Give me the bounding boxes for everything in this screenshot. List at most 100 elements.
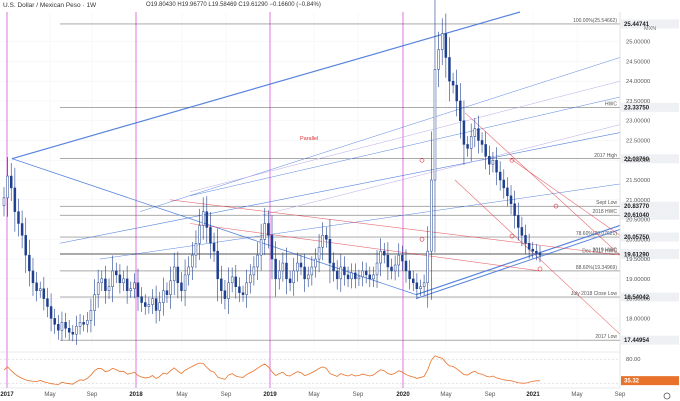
level-label-bg xyxy=(621,250,679,260)
candle-body xyxy=(339,266,343,280)
candle-body xyxy=(93,294,96,311)
candle-body xyxy=(361,270,364,278)
candle-body xyxy=(459,100,462,121)
x-tick-label: Sep xyxy=(87,392,98,398)
candle-body xyxy=(234,276,238,287)
candle-body xyxy=(151,298,154,305)
pivot-marker xyxy=(553,203,559,209)
candle-body xyxy=(328,239,332,264)
candle-body xyxy=(104,278,107,291)
candle-body xyxy=(310,266,314,276)
rsi-panel: 80.00 35.32 xyxy=(0,351,679,389)
candle-body xyxy=(100,278,104,284)
x-tick-label: 2019 xyxy=(263,392,277,398)
level-label: 22.03760 xyxy=(624,157,650,163)
candle-body xyxy=(158,302,161,311)
candle-body xyxy=(325,235,328,240)
candle-body xyxy=(306,274,310,280)
y-tick-label: 23.50000 xyxy=(626,99,650,105)
candle-body xyxy=(122,278,125,284)
candle-body xyxy=(386,254,390,268)
candle-body xyxy=(38,288,42,291)
candle-body xyxy=(75,326,78,335)
candle-body xyxy=(194,243,198,256)
pivot-marker xyxy=(419,237,425,242)
level-label: 25.44741 xyxy=(624,22,650,28)
candle-body xyxy=(241,292,245,295)
candle-body xyxy=(220,278,223,291)
candle-body xyxy=(6,175,9,199)
candle-body xyxy=(455,84,458,102)
y-tick-label: 24.00000 xyxy=(626,79,650,85)
candle-body xyxy=(383,250,386,256)
x-tick-label: May xyxy=(176,392,187,398)
candle-body xyxy=(335,270,339,280)
level-label: 20.05750 xyxy=(624,235,650,241)
x-tick-label: May xyxy=(308,392,319,398)
channel-line xyxy=(415,228,621,300)
candle-body xyxy=(538,252,542,256)
candle-body xyxy=(285,262,288,280)
candle-body xyxy=(451,80,455,86)
candle-body xyxy=(343,266,346,276)
candle-body xyxy=(393,264,397,272)
x-tick-label: Sep xyxy=(485,392,496,398)
candle-body xyxy=(24,235,27,256)
candle-body xyxy=(259,239,263,256)
candle-body xyxy=(176,266,180,284)
y-tick-label: 23.00000 xyxy=(626,119,650,125)
slope-line xyxy=(169,199,621,256)
candle-body xyxy=(368,274,372,280)
channel-line xyxy=(59,132,621,244)
candle-body xyxy=(209,227,212,244)
candle-body xyxy=(437,49,440,70)
level-note: 88.60%(19.34969) xyxy=(576,265,617,271)
candle-body xyxy=(321,235,324,248)
level-note: 2017 Low xyxy=(595,334,617,340)
level-note: HWC xyxy=(605,101,617,107)
slope-line xyxy=(189,223,541,272)
candle-body xyxy=(169,280,172,295)
candle-body xyxy=(205,211,209,228)
channel-line xyxy=(11,11,521,160)
horizontal-levels: 100.00%(25.54662) 25.44741 HWC 23.33750 2017… xyxy=(60,18,679,345)
level-note: July 2018 Close Low xyxy=(571,291,618,297)
x-tick-label: 2020 xyxy=(396,392,410,398)
candle-body xyxy=(187,266,190,276)
level-note: Sept Low xyxy=(596,200,617,206)
chart-symbol-title: U.S. Dollar / Mexican Peso · 1W xyxy=(3,2,97,9)
candle-body xyxy=(288,278,292,284)
candle-body xyxy=(502,179,506,189)
settings-gear-icon xyxy=(663,392,671,400)
candle-body xyxy=(49,306,53,319)
channel-line xyxy=(139,57,621,212)
candle-body xyxy=(466,144,469,149)
rsi-line xyxy=(3,355,540,386)
level-label-bg xyxy=(621,335,679,345)
candle-body xyxy=(491,159,495,165)
candle-body xyxy=(422,282,426,287)
slope-line xyxy=(464,112,621,256)
rsi-value-label: 35.32 xyxy=(624,379,640,385)
candle-body xyxy=(524,235,527,244)
candle-body xyxy=(212,243,216,252)
candle-body xyxy=(379,250,382,264)
y-tick-label: 21.50000 xyxy=(626,178,650,184)
candle-body xyxy=(111,270,114,287)
candle-body xyxy=(404,260,408,272)
candle-body xyxy=(28,254,31,272)
candle-body xyxy=(270,235,274,260)
candle-body xyxy=(35,282,38,291)
y-tick-label: 18.00000 xyxy=(626,316,650,322)
candle-body xyxy=(412,278,415,284)
candle-body xyxy=(498,171,502,181)
candle-body xyxy=(180,282,183,291)
candle-body xyxy=(527,243,531,250)
channel-aux-line xyxy=(189,80,621,193)
candle-body xyxy=(17,211,20,224)
candle-body xyxy=(448,57,451,82)
candle-body xyxy=(20,223,24,236)
candle-body xyxy=(299,262,303,268)
candle-body xyxy=(520,227,524,236)
